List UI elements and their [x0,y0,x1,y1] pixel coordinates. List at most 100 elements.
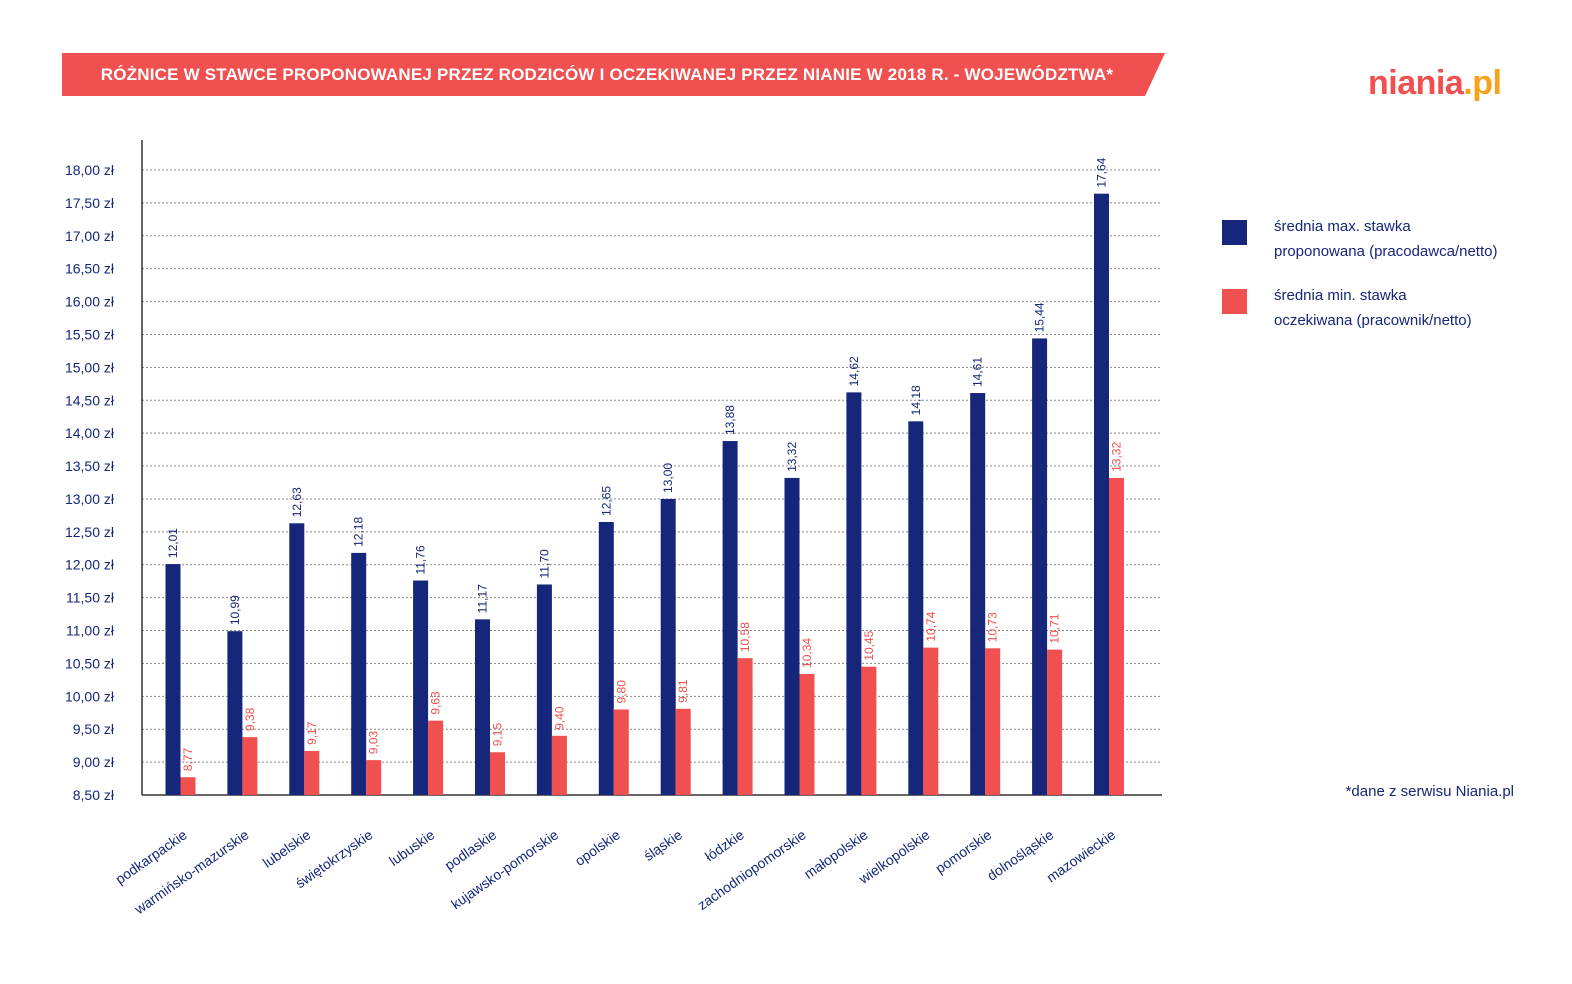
y-tick-label: 8,50 zł [73,787,115,803]
bar-min-label: 9,03 [367,730,381,754]
bar-max-14 [970,393,986,795]
bar-min-label: 8,77 [181,748,195,772]
bar-max-6 [475,619,490,795]
legend-label-min-line2: oczekiwana (pracownik/netto) [1274,312,1472,329]
bar-min-1 [180,777,196,795]
bar-min-6 [490,752,505,795]
legend-label-max: średnia max. stawka proponowana (pracoda… [1274,214,1544,264]
x-category-label: warmińsko-mazurskie [131,826,252,917]
bar-max-2 [227,631,243,795]
bar-min-label: 9,81 [676,679,690,703]
x-category-label: podlaskie [442,826,500,873]
y-tick-label: 13,00 zł [65,491,115,507]
bar-max-5 [413,580,429,795]
bar-max-label: 17,64 [1095,157,1109,187]
y-tick-label: 11,50 zł [66,590,115,606]
bar-max-label: 11,76 [414,545,428,574]
y-tick-label: 17,00 zł [65,228,115,244]
bar-min-label: 13,32 [1110,442,1124,472]
y-tick-label: 10,00 zł [65,688,115,704]
bar-max-7 [536,584,552,795]
x-category-label: lubelskie [260,826,314,870]
x-category-label: kujawsko-pomorskie [448,826,561,912]
legend-swatch-max [1222,220,1247,245]
bar-max-label: 10,99 [228,595,242,625]
y-tick-label: 13,50 zł [65,458,115,474]
bar-max-label: 11,70 [537,549,551,578]
bar-max-label: 11,17 [476,584,490,613]
y-tick-label: 15,50 zł [65,326,115,342]
bar-min-10 [737,658,753,795]
bar-max-8 [598,521,614,795]
bar-max-label: 13,00 [661,463,675,493]
bar-min-2 [242,737,258,795]
x-category-label: lubuskie [386,826,437,869]
bar-max-label: 14,62 [847,356,861,386]
bar-min-4 [366,760,382,795]
legend-item-min: średnia min. stawka oczekiwana (pracowni… [1222,283,1542,343]
x-category-label: łódzkie [702,826,747,864]
brand-logo: niania.pl [1368,64,1502,103]
y-tick-label: 9,00 zł [73,754,115,770]
bar-max-label: 12,01 [166,528,180,558]
y-tick-label: 15,00 zł [65,359,115,375]
chart-title: RÓŻNICE W STAWCE PROPONOWANEJ PRZEZ RODZ… [100,65,1114,84]
legend-label-max-line2: proponowana (pracodawca/netto) [1274,243,1498,260]
bar-min-3 [304,750,320,795]
bar-max-1 [165,564,181,795]
y-tick-label: 14,00 zł [65,425,115,441]
bar-min-14 [985,648,1001,795]
footnote: *dane z serwisu Niania.pl [1345,783,1514,800]
y-tick-label: 12,00 zł [65,557,115,573]
bar-min-label: 10,45 [862,630,876,660]
bar-min-15 [1047,649,1063,795]
bar-min-label: 10,73 [986,612,1000,642]
bar-max-15 [1032,338,1048,795]
logo-tld: .pl [1463,64,1502,102]
bar-max-label: 13,32 [785,442,799,472]
y-tick-label: 11,00 zł [66,623,115,639]
y-tick-label: 14,50 zł [65,392,115,408]
bar-max-label: 14,61 [971,357,985,387]
logo-text: niania [1368,64,1464,102]
bar-max-11 [784,477,800,795]
bar-min-13 [923,647,939,795]
bar-min-12 [861,666,877,795]
bar-min-label: 9,40 [552,706,566,730]
bar-min-label: 10,58 [738,622,752,652]
bar-max-13 [908,421,924,795]
bar-min-7 [551,735,567,795]
x-category-label: śląskie [641,826,685,864]
bar-min-label: 9,15 [491,723,505,747]
bar-min-5 [428,720,444,795]
legend-swatch-min [1222,289,1247,314]
bar-min-label: 9,17 [305,721,319,745]
x-category-label: zachodniopomorskie [694,826,809,913]
legend-item-max: średnia max. stawka proponowana (pracoda… [1222,214,1542,274]
y-tick-label: 9,50 zł [73,721,115,737]
bar-max-label: 12,63 [290,487,304,517]
bar-max-label: 12,18 [352,517,366,547]
bar-min-16 [1109,477,1124,795]
bar-min-label: 10,74 [924,611,938,641]
bar-max-4 [351,552,367,795]
bar-min-11 [799,673,815,795]
y-tick-label: 17,50 zł [65,195,115,211]
bar-min-label: 10,34 [800,638,814,668]
x-category-label: opolskie [572,826,623,869]
bar-max-label: 13,88 [723,405,737,435]
y-tick-label: 16,00 zł [65,294,115,310]
title-banner [62,53,1165,96]
bar-max-12 [846,392,862,795]
y-tick-label: 12,50 zł [65,524,115,540]
bar-min-8 [613,709,629,795]
bar-max-label: 15,44 [1033,302,1047,332]
legend-label-min: średnia min. stawka oczekiwana (pracowni… [1274,283,1544,333]
legend-label-min-line1: średnia min. stawka [1274,287,1407,304]
bar-max-label: 12,65 [599,486,613,516]
bar-max-10 [722,441,738,795]
y-tick-label: 16,50 zł [65,261,115,277]
bar-min-9 [675,708,691,795]
bar-min-label: 9,80 [614,680,628,704]
